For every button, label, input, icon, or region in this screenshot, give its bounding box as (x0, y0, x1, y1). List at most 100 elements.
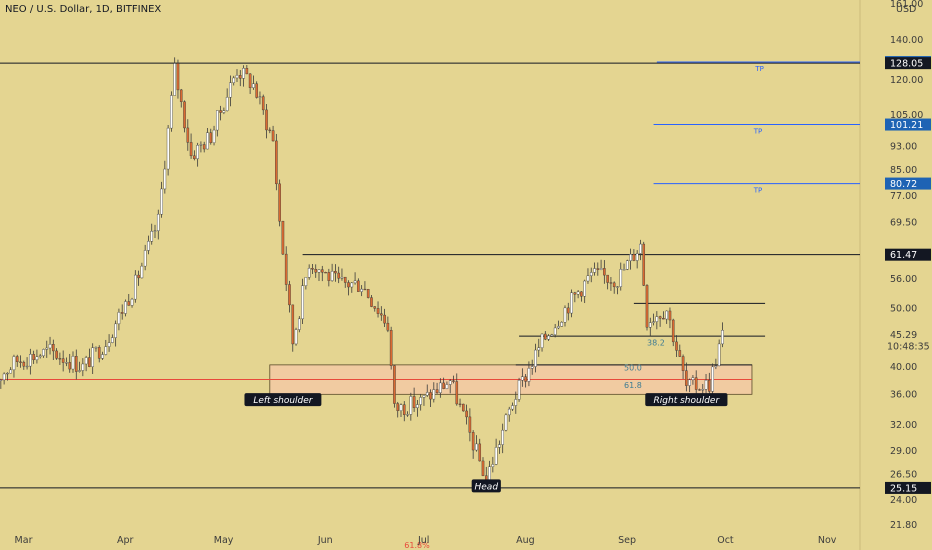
candle-up (547, 335, 550, 340)
candle-up (616, 286, 619, 288)
candle-up (704, 379, 708, 390)
x-tick-label: Sep (618, 535, 636, 546)
candle-down (281, 220, 285, 255)
candle-down (268, 129, 272, 131)
candle-down (645, 285, 649, 328)
candle-down (186, 127, 190, 143)
candle-down (606, 274, 609, 283)
y-tick-label: 161.00 (890, 0, 923, 10)
candle-down (396, 403, 400, 411)
candle-up (6, 372, 9, 375)
candle-down (708, 379, 711, 392)
candle-up (527, 368, 531, 382)
candle-up (196, 145, 199, 159)
candle-down (219, 110, 222, 113)
candle-up (501, 429, 504, 445)
pattern-label-box (645, 393, 728, 407)
candle-up (419, 397, 422, 405)
candle-down (22, 361, 26, 367)
candle-up (517, 380, 521, 400)
candle-up (560, 322, 564, 327)
candle-up (170, 95, 173, 129)
candle-up (229, 82, 232, 98)
candle-down (314, 268, 318, 273)
candle-down (435, 389, 439, 394)
candle-up (626, 260, 629, 270)
candle-up (25, 365, 29, 368)
price-tag (885, 481, 931, 494)
fib-label: 61.8 (624, 381, 642, 390)
candle-down (337, 272, 340, 279)
candle-up (160, 188, 163, 215)
candle-down (284, 253, 288, 285)
candle-up (12, 356, 16, 371)
candle-up (425, 392, 429, 396)
candle-up (537, 347, 541, 351)
x-tick-label: Jun (317, 535, 333, 546)
candle-up (298, 318, 301, 330)
candle-up (416, 404, 419, 409)
candle-up (406, 414, 409, 416)
candle-down (278, 183, 281, 222)
price-tag (885, 57, 931, 70)
candle-up (422, 395, 426, 398)
y-tick-label: 24.00 (890, 495, 917, 506)
candle-down (311, 268, 314, 270)
candle-up (42, 349, 45, 357)
candle-down (209, 132, 213, 143)
candle-down (462, 403, 465, 412)
candle-up (317, 269, 321, 273)
candle-down (455, 381, 459, 405)
y-tick-label: 26.50 (890, 469, 917, 480)
candle-up (199, 144, 203, 146)
candle-down (255, 83, 258, 98)
candle-up (511, 405, 514, 410)
candle-down (658, 316, 662, 319)
candle-up (101, 354, 104, 359)
candle-up (166, 127, 170, 170)
candle-up (107, 342, 111, 347)
candle-down (58, 358, 62, 360)
candle-up (84, 357, 88, 365)
candle-up (140, 265, 144, 279)
candle-down (671, 319, 675, 343)
y-tick-label: 77.00 (890, 191, 917, 202)
candle-down (202, 144, 206, 150)
candle-down (32, 354, 35, 361)
candle-down (662, 318, 665, 320)
candle-down (193, 155, 196, 159)
candle-down (366, 289, 370, 298)
candle-down (343, 276, 347, 283)
candle-up (216, 110, 219, 131)
candle-down (179, 89, 183, 102)
pattern-label: Right shoulder (654, 396, 721, 406)
candle-down (389, 330, 393, 366)
x-tick-label: May (214, 535, 234, 546)
candle-up (134, 274, 137, 300)
candle-down (442, 382, 445, 389)
candle-down (458, 403, 462, 405)
candle-up (586, 275, 590, 282)
candle-up (29, 354, 32, 367)
candle-down (176, 63, 180, 91)
candle-down (386, 322, 390, 331)
candle-down (74, 356, 78, 372)
candle-up (252, 83, 255, 88)
candle-down (275, 140, 278, 185)
candle-up (717, 343, 721, 367)
candle-up (71, 356, 75, 370)
candle-down (393, 365, 396, 404)
candle-up (701, 389, 705, 391)
candle-up (593, 268, 596, 273)
candle-down (468, 416, 472, 433)
candle-down (88, 357, 91, 367)
candle-down (68, 362, 72, 370)
x-tick-label: Oct (717, 535, 734, 546)
y-tick-label: 56.00 (890, 274, 917, 285)
candle-up (619, 269, 623, 287)
candle-down (373, 306, 377, 309)
candle-down (412, 396, 416, 409)
candle-up (557, 326, 560, 329)
